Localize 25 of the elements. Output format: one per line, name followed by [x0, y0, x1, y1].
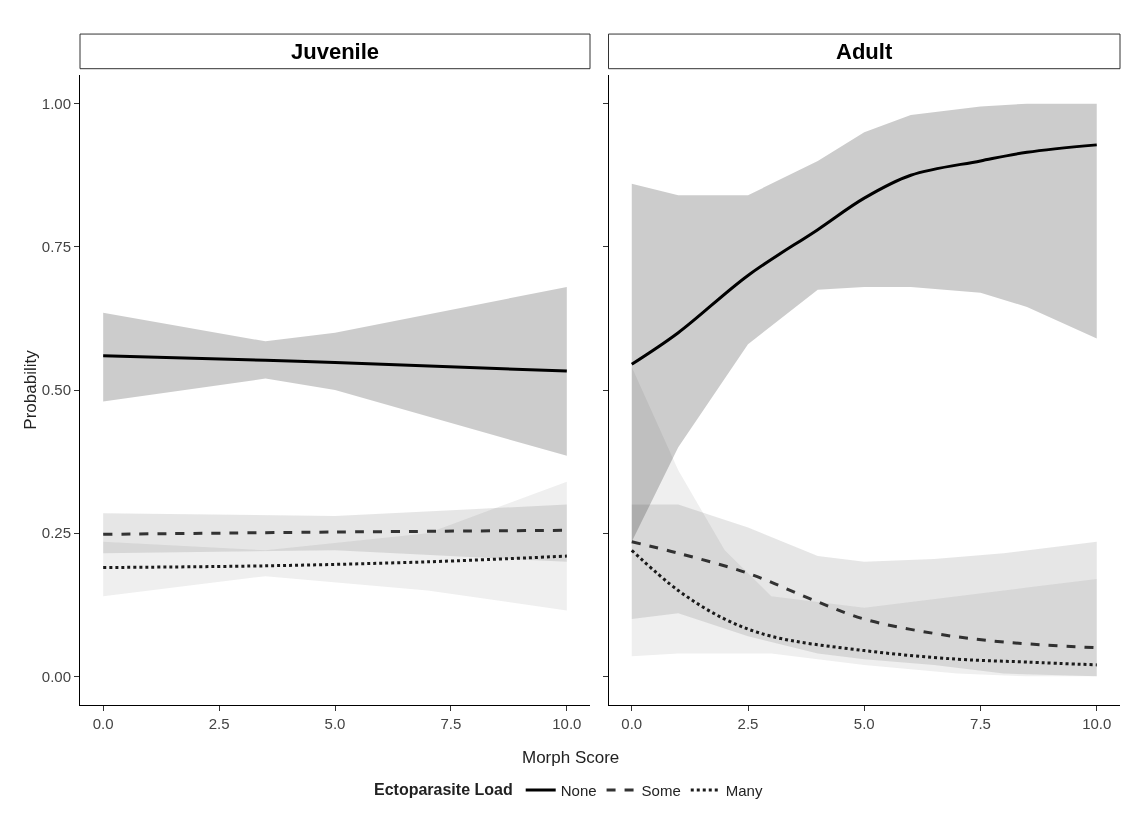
legend-label: Some	[641, 781, 681, 799]
x-tick-label: 5.0	[324, 715, 346, 732]
x-tick-label: 7.5	[970, 715, 991, 732]
legend-label: Many	[725, 781, 763, 799]
legend-title: Ectoparasite Load	[374, 780, 513, 798]
chart-title: Adult	[836, 39, 893, 64]
chart-title: Juvenile	[291, 39, 380, 64]
x-tick-label: 7.5	[440, 715, 462, 732]
x-tick-label: 5.0	[853, 715, 875, 732]
x-tick-label: 0.0	[621, 715, 643, 732]
x-tick-label: 0.0	[92, 715, 114, 732]
y-tick-label: 0.00	[41, 667, 71, 685]
y-tick-label: 0.75	[41, 238, 71, 256]
y-tick-label: 1.00	[41, 94, 71, 112]
x-axis-title: Morph Score	[522, 748, 620, 767]
x-tick-label: 2.5	[737, 715, 759, 732]
y-axis-title: Probability	[20, 349, 40, 430]
x-tick-label: 10.0	[552, 715, 582, 732]
y-tick-label: 0.25	[41, 524, 71, 542]
x-tick-label: 2.5	[208, 715, 230, 732]
x-tick-label: 10.0	[1082, 715, 1112, 732]
y-tick-label: 0.50	[41, 381, 71, 399]
legend-label: None	[560, 781, 597, 799]
line-series	[101, 354, 569, 373]
line-series	[101, 554, 569, 570]
